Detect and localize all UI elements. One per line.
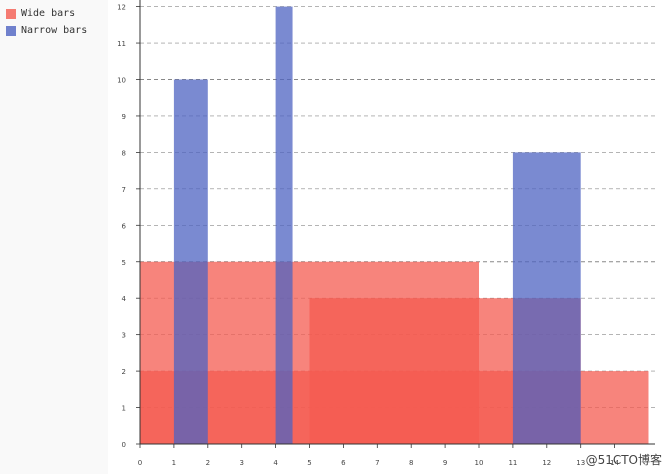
legend-item-wide-bars[interactable]: Wide bars: [6, 7, 75, 20]
legend-label-narrow-bars: Narrow bars: [21, 25, 88, 36]
narrow-bar-1: [275, 6, 293, 444]
x-tick-label-6: 6: [341, 459, 346, 467]
y-tick-label-2: 2: [122, 368, 126, 376]
legend-panel: Wide bars Narrow bars: [0, 0, 108, 474]
y-tick-label-7: 7: [122, 186, 126, 194]
x-tick-label-11: 11: [508, 459, 517, 467]
x-tick-label-8: 8: [409, 459, 413, 467]
legend-swatch-wide-bars: [6, 8, 16, 19]
watermark-text: @51CTO博客: [585, 453, 662, 467]
y-tick-label-3: 3: [122, 332, 126, 340]
x-tick-label-12: 12: [542, 459, 551, 467]
x-tick-label-5: 5: [307, 459, 311, 467]
x-tick-label-3: 3: [239, 459, 243, 467]
legend-swatch-narrow-bars: [6, 25, 16, 36]
y-tick-label-9: 9: [122, 113, 126, 121]
x-tick-label-10: 10: [475, 459, 484, 467]
y-tick-label-5: 5: [122, 259, 126, 267]
y-tick-label-0: 0: [122, 441, 126, 449]
x-tick-label-2: 2: [206, 459, 210, 467]
x-tick-label-14: 14: [610, 459, 619, 467]
y-tick-label-10: 10: [117, 77, 126, 85]
y-tick-label-12: 12: [117, 4, 126, 12]
narrow-bar-2: [512, 152, 581, 444]
x-tick-label-4: 4: [273, 459, 278, 467]
legend-label-wide-bars: Wide bars: [21, 8, 76, 19]
y-tick-label-11: 11: [117, 40, 126, 48]
legend-item-narrow-bars[interactable]: Narrow bars: [6, 24, 87, 37]
x-tick-label-0: 0: [138, 459, 142, 467]
y-tick-label-6: 6: [122, 222, 127, 230]
x-tick-label-13: 13: [576, 459, 585, 467]
y-tick-label-1: 1: [122, 405, 126, 413]
x-tick-label-9: 9: [443, 459, 447, 467]
x-tick-label-1: 1: [172, 459, 176, 467]
x-tick-label-7: 7: [375, 459, 379, 467]
narrow-bar-0: [173, 79, 208, 444]
y-tick-label-4: 4: [122, 295, 127, 303]
y-tick-label-8: 8: [122, 149, 126, 157]
